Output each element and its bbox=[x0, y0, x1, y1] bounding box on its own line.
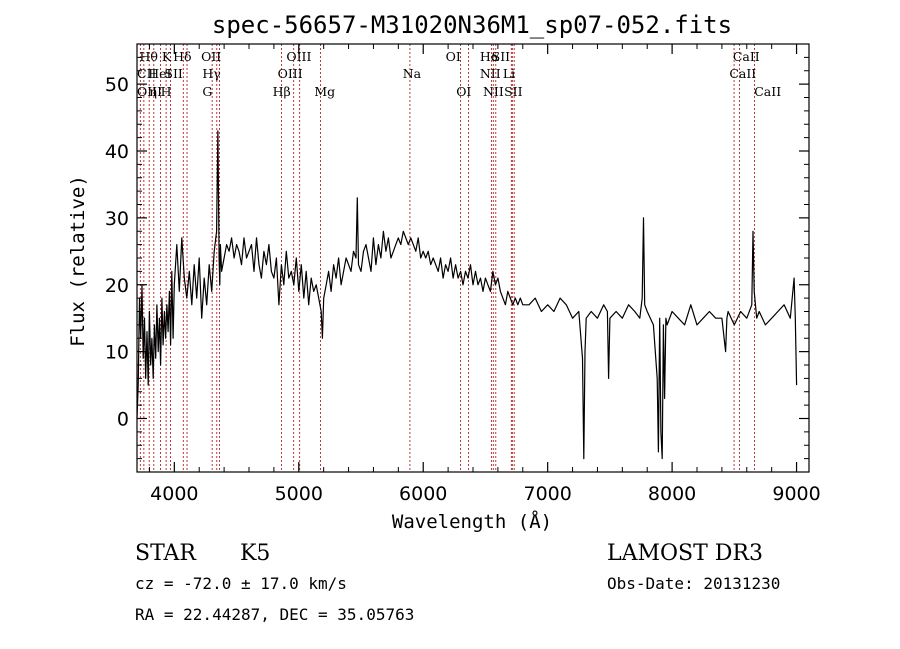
object-subclass: K5 bbox=[240, 541, 270, 566]
line-marker-label-26: SII bbox=[504, 84, 523, 99]
y-tick-label-5: 50 bbox=[105, 74, 129, 96]
y-tick-label-4: 40 bbox=[105, 141, 129, 163]
redshift-value: cz = -72.0 ± 17.0 km/s bbox=[135, 574, 347, 593]
line-marker-label-6: Hα bbox=[480, 49, 500, 64]
plot-frame bbox=[136, 43, 810, 473]
line-marker-label-4: OIII bbox=[286, 49, 311, 64]
line-marker-label-18: OIII bbox=[137, 84, 162, 99]
axis-ticks: 4000 5000 6000 7000 8000 9000 0 10 20 30 40 50 bbox=[105, 44, 821, 505]
line-marker-label-27: CaII bbox=[754, 84, 781, 99]
line-marker-label-3: OII bbox=[201, 49, 221, 64]
line-marker-label-5: OI bbox=[446, 49, 461, 64]
spectral-line-markers bbox=[139, 44, 755, 472]
line-marker-label-10: HeI bbox=[148, 66, 171, 81]
y-axis-label: Flux (relative) bbox=[67, 175, 89, 347]
object-class: STAR bbox=[135, 541, 197, 566]
line-marker-label-15: NII bbox=[480, 66, 501, 81]
line-marker-label-21: G bbox=[202, 84, 212, 99]
x-tick-label-5: 9000 bbox=[772, 483, 820, 505]
line-marker-label-8: CaII bbox=[733, 49, 760, 64]
x-tick-label-4: 8000 bbox=[648, 483, 696, 505]
line-marker-label-24: OI bbox=[456, 84, 471, 99]
line-marker-label-1: K bbox=[162, 49, 172, 64]
observation-date: Obs-Date: 20131230 bbox=[607, 574, 780, 593]
line-marker-label-25: NII bbox=[483, 84, 504, 99]
line-marker-label-14: Na bbox=[403, 66, 422, 81]
line-marker-label-20: H bbox=[161, 84, 172, 99]
line-marker-label-17: CaII bbox=[729, 66, 756, 81]
x-tick-label-1: 5000 bbox=[275, 483, 323, 505]
spectrum-series-line bbox=[136, 130, 798, 460]
line-marker-label-0: Hθ bbox=[139, 49, 157, 64]
line-marker-label-2: Hδ bbox=[173, 49, 191, 64]
survey-name: LAMOST DR3 bbox=[607, 541, 763, 566]
line-marker-label-22: Hβ bbox=[273, 84, 291, 99]
line-marker-label-23: Mg bbox=[314, 84, 335, 99]
sky-coordinates: RA = 22.44287, DEC = 35.05763 bbox=[135, 605, 414, 624]
y-tick-label-3: 30 bbox=[105, 208, 129, 230]
line-marker-label-9: CII bbox=[137, 66, 157, 81]
line-marker-label-11: SII bbox=[164, 66, 183, 81]
chart-title: spec-56657-M31020N36M1_sp07-052.fits bbox=[212, 11, 732, 39]
y-tick-label-0: 0 bbox=[117, 409, 129, 431]
x-axis-label: Wavelength (Å) bbox=[392, 510, 552, 533]
line-marker-label-12: Hγ bbox=[202, 66, 220, 81]
line-marker-label-19: η bbox=[149, 84, 157, 99]
line-marker-label-7: SII bbox=[492, 49, 511, 64]
x-tick-label-0: 4000 bbox=[150, 483, 198, 505]
y-tick-label-2: 20 bbox=[105, 275, 129, 297]
x-tick-label-2: 6000 bbox=[399, 483, 447, 505]
y-tick-label-1: 10 bbox=[105, 342, 129, 364]
line-marker-label-16: Li bbox=[503, 66, 515, 81]
info-panel: STAR K5 LAMOST DR3 cz = -72.0 ± 17.0 km/… bbox=[135, 541, 780, 624]
line-marker-label-13: OIII bbox=[278, 66, 303, 81]
x-tick-label-3: 7000 bbox=[523, 483, 571, 505]
